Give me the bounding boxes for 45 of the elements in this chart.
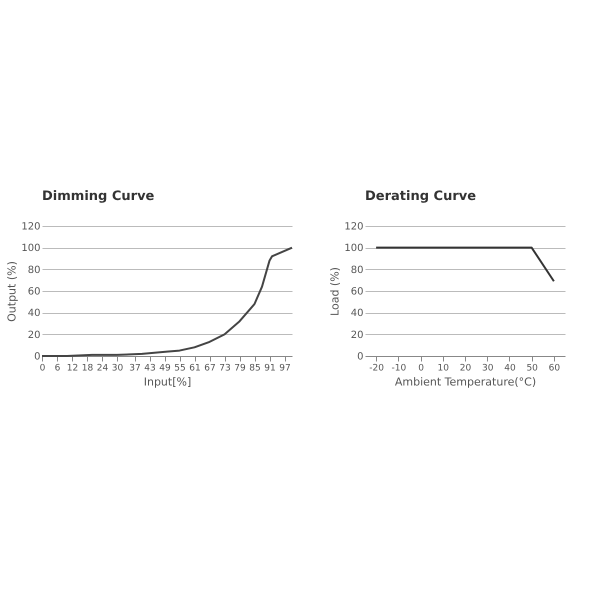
chart-title: Dimming Curve bbox=[42, 189, 155, 204]
y-tick-label: 120 bbox=[344, 222, 364, 232]
x-tick-label: -20 bbox=[369, 364, 384, 374]
y-tick-label: 80 bbox=[28, 264, 40, 276]
x-axis-title: Ambient Temperature(°C) bbox=[394, 376, 536, 388]
y-axis-title: Load (%) bbox=[328, 267, 342, 316]
x-tick-label: 30 bbox=[482, 364, 494, 374]
x-tick-label: 60 bbox=[548, 364, 560, 374]
chart-title: Derating Curve bbox=[365, 189, 476, 204]
x-tick-label: 61 bbox=[189, 364, 201, 374]
x-tick-label: 40 bbox=[504, 364, 516, 374]
x-tick-label: 6 bbox=[54, 364, 61, 374]
x-tick-label: 79 bbox=[234, 364, 246, 374]
y-tick-label: 0 bbox=[357, 352, 364, 362]
x-tick-label: 12 bbox=[66, 364, 78, 374]
x-tick-label: 97 bbox=[279, 364, 291, 374]
x-tick-label: 49 bbox=[159, 364, 171, 374]
x-tick-label: 91 bbox=[264, 364, 276, 374]
x-tick-label: 24 bbox=[96, 364, 108, 374]
x-tick-label: 37 bbox=[129, 364, 141, 374]
y-tick-label: 40 bbox=[28, 308, 40, 320]
y-tick-label: 20 bbox=[350, 330, 364, 341]
y-tick-label: 60 bbox=[28, 286, 40, 298]
x-tick-label: -10 bbox=[391, 364, 406, 374]
y-tick-label: 100 bbox=[21, 243, 40, 254]
x-axis-title: Input[%] bbox=[144, 376, 192, 388]
x-tick-label: 55 bbox=[174, 364, 186, 374]
x-tick-label: 50 bbox=[526, 364, 538, 374]
y-tick-label: 60 bbox=[350, 286, 364, 298]
x-tick-label: 18 bbox=[82, 364, 94, 374]
x-tick-label: 0 bbox=[418, 364, 424, 374]
y-tick-label: 40 bbox=[350, 308, 364, 320]
x-tick-label: 10 bbox=[438, 364, 450, 374]
x-tick-label: 30 bbox=[112, 364, 124, 374]
y-tick-label: 20 bbox=[28, 330, 40, 341]
x-tick-label: 20 bbox=[460, 364, 472, 374]
y-axis-title: Output (%) bbox=[5, 261, 18, 322]
y-tick-label: 100 bbox=[344, 243, 364, 254]
x-tick-label: 67 bbox=[204, 364, 216, 374]
x-tick-label: 73 bbox=[219, 364, 231, 374]
x-tick-label: 43 bbox=[144, 364, 156, 374]
y-tick-label: 80 bbox=[350, 264, 364, 276]
y-tick-label: 120 bbox=[21, 222, 40, 232]
y-tick-label: 0 bbox=[34, 352, 40, 362]
x-tick-label: 85 bbox=[249, 364, 261, 374]
